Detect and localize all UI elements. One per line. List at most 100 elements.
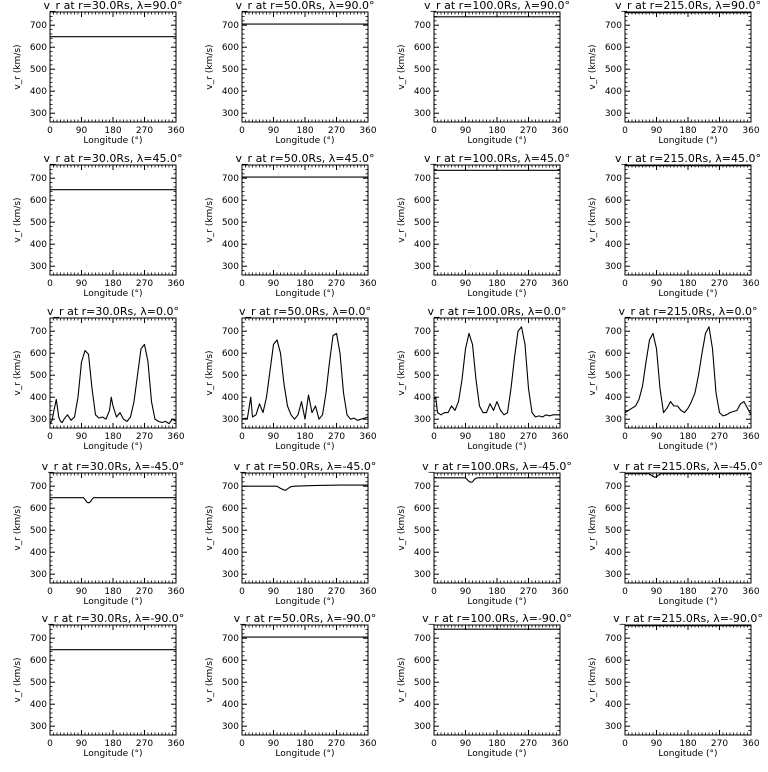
y-tick-label: 300 bbox=[222, 415, 239, 425]
x-tick-label: 360 bbox=[742, 587, 759, 597]
x-tick-label: 270 bbox=[136, 126, 153, 136]
y-tick-label: 500 bbox=[222, 218, 239, 228]
y-tick-label: 600 bbox=[414, 656, 431, 666]
y-tick-label: 400 bbox=[30, 87, 47, 97]
x-tick-label: 0 bbox=[239, 279, 245, 289]
y-tick-label: 700 bbox=[30, 482, 47, 492]
x-tick-label: 270 bbox=[520, 739, 537, 749]
x-tick-label: 0 bbox=[47, 739, 53, 749]
plot-frame bbox=[433, 472, 561, 584]
y-axis-label: v_r (km/s) bbox=[588, 657, 598, 702]
x-tick-label: 180 bbox=[488, 126, 505, 136]
y-tick-label: 400 bbox=[222, 240, 239, 250]
y-tick-label: 500 bbox=[30, 65, 47, 75]
y-tick-label: 500 bbox=[30, 678, 47, 688]
plot-frame bbox=[49, 624, 177, 736]
x-tick-label: 0 bbox=[431, 739, 437, 749]
y-tick-label: 700 bbox=[222, 327, 239, 337]
x-tick-label: 180 bbox=[296, 126, 313, 136]
x-tick-label: 90 bbox=[460, 587, 472, 597]
y-tick-label: 500 bbox=[222, 526, 239, 536]
x-tick-label: 270 bbox=[136, 587, 153, 597]
y-tick-label: 600 bbox=[605, 349, 622, 359]
y-tick-label: 500 bbox=[222, 65, 239, 75]
x-axis-label: Longitude (°) bbox=[467, 749, 526, 759]
x-axis-label: Longitude (°) bbox=[275, 597, 334, 607]
y-tick-label: 300 bbox=[605, 109, 622, 119]
x-tick-label: 180 bbox=[488, 739, 505, 749]
y-tick-label: 600 bbox=[30, 43, 47, 53]
x-tick-label: 270 bbox=[136, 432, 153, 442]
y-axis-label: v_r (km/s) bbox=[397, 350, 407, 395]
x-tick-label: 180 bbox=[104, 432, 121, 442]
x-tick-label: 90 bbox=[76, 739, 88, 749]
y-tick-label: 500 bbox=[605, 371, 622, 381]
y-tick-label: 300 bbox=[222, 262, 239, 272]
x-tick-label: 270 bbox=[136, 739, 153, 749]
x-tick-label: 0 bbox=[239, 126, 245, 136]
x-axis-label: Longitude (°) bbox=[467, 597, 526, 607]
y-tick-label: 300 bbox=[222, 570, 239, 580]
panel-title: v_r at r=50.0Rs, λ=-90.0° bbox=[234, 612, 377, 625]
x-tick-label: 360 bbox=[742, 739, 759, 749]
y-tick-label: 400 bbox=[605, 700, 622, 710]
y-tick-label: 300 bbox=[605, 262, 622, 272]
x-tick-label: 180 bbox=[488, 279, 505, 289]
y-tick-label: 400 bbox=[414, 240, 431, 250]
y-axis-label: v_r (km/s) bbox=[588, 44, 598, 89]
x-tick-label: 0 bbox=[47, 279, 53, 289]
x-tick-label: 90 bbox=[651, 279, 663, 289]
y-tick-label: 400 bbox=[414, 87, 431, 97]
y-tick-label: 600 bbox=[414, 504, 431, 514]
y-tick-label: 600 bbox=[30, 504, 47, 514]
y-tick-label: 300 bbox=[30, 109, 47, 119]
y-tick-label: 500 bbox=[414, 218, 431, 228]
x-tick-label: 180 bbox=[679, 739, 696, 749]
plot-frame bbox=[433, 11, 561, 123]
y-tick-label: 300 bbox=[30, 722, 47, 732]
y-tick-label: 500 bbox=[414, 526, 431, 536]
plot-frame bbox=[49, 11, 177, 123]
x-axis-label: Longitude (°) bbox=[467, 136, 526, 146]
x-tick-label: 0 bbox=[431, 126, 437, 136]
y-tick-label: 300 bbox=[414, 262, 431, 272]
x-tick-label: 180 bbox=[296, 587, 313, 597]
y-axis-label: v_r (km/s) bbox=[13, 657, 23, 702]
x-axis-label: Longitude (°) bbox=[275, 136, 334, 146]
y-tick-label: 400 bbox=[605, 87, 622, 97]
series-line bbox=[242, 484, 368, 491]
x-axis-label: Longitude (°) bbox=[658, 597, 717, 607]
x-axis-label: Longitude (°) bbox=[658, 289, 717, 299]
series-line bbox=[49, 343, 177, 425]
x-tick-label: 180 bbox=[679, 432, 696, 442]
y-axis-label: v_r (km/s) bbox=[13, 505, 23, 550]
y-tick-label: 300 bbox=[414, 570, 431, 580]
y-tick-label: 500 bbox=[222, 678, 239, 688]
panel-title: v_r at r=50.0Rs, λ=-45.0° bbox=[234, 460, 377, 473]
x-tick-label: 0 bbox=[622, 587, 628, 597]
x-tick-label: 180 bbox=[488, 432, 505, 442]
x-tick-label: 270 bbox=[711, 126, 728, 136]
y-tick-label: 300 bbox=[605, 415, 622, 425]
y-tick-label: 400 bbox=[30, 240, 47, 250]
panel-title: v_r at r=100.0Rs, λ=-90.0° bbox=[422, 612, 572, 625]
y-tick-label: 600 bbox=[414, 43, 431, 53]
x-tick-label: 360 bbox=[551, 739, 568, 749]
y-tick-label: 400 bbox=[414, 700, 431, 710]
x-tick-label: 180 bbox=[104, 739, 121, 749]
y-tick-label: 700 bbox=[222, 174, 239, 184]
panel-20: v_r at r=215.0Rs, λ=-90.0° 0 90 180 270 360 30… bbox=[588, 612, 763, 759]
x-tick-label: 360 bbox=[551, 587, 568, 597]
x-axis-label: Longitude (°) bbox=[275, 749, 334, 759]
plot-frame bbox=[433, 164, 561, 276]
x-axis-label: Longitude (°) bbox=[83, 442, 142, 452]
x-tick-label: 0 bbox=[622, 739, 628, 749]
y-tick-label: 600 bbox=[605, 656, 622, 666]
y-tick-label: 600 bbox=[414, 196, 431, 206]
x-tick-label: 90 bbox=[651, 126, 663, 136]
x-tick-label: 270 bbox=[711, 279, 728, 289]
y-tick-label: 700 bbox=[605, 21, 622, 31]
x-tick-label: 360 bbox=[742, 432, 759, 442]
y-tick-label: 500 bbox=[605, 526, 622, 536]
panel-17: v_r at r=30.0Rs, λ=-90.0° 0 90 180 270 360 300… bbox=[13, 612, 185, 759]
